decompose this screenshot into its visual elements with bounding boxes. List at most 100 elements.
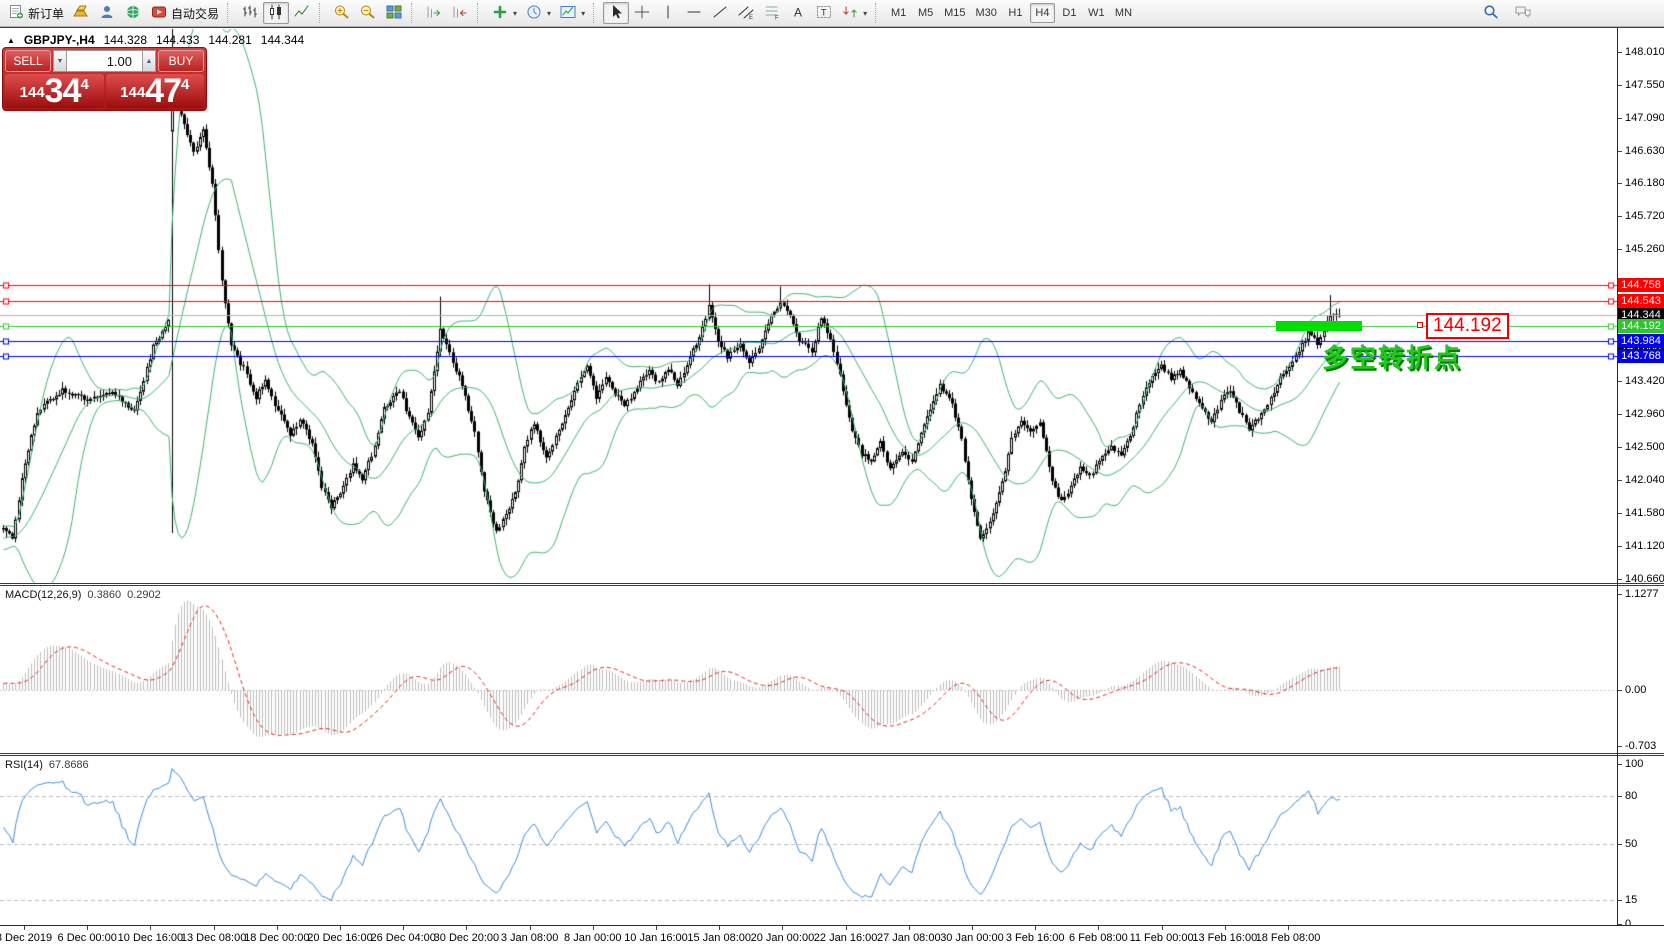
time-axis-tick — [466, 926, 467, 930]
auto-scroll-button[interactable] — [421, 2, 447, 24]
time-axis-label: 6 Dec 00:00 — [57, 932, 117, 944]
chat-button[interactable] — [1510, 2, 1536, 24]
time-axis-label: 18 Dec 00:00 — [244, 932, 310, 944]
price-tick-label: 146.630 — [1618, 145, 1664, 158]
macd-label: MACD(12,26,9) 0.3860 0.2902 — [5, 589, 161, 601]
time-axis-label: 18 Feb 08:00 — [1255, 932, 1321, 944]
timeframe-button-m30[interactable]: M30 — [975, 7, 997, 19]
svg-text:F: F — [775, 15, 779, 20]
timeframe-button-w1[interactable]: W1 — [1088, 7, 1105, 19]
price-tick-label: 141.580 — [1618, 507, 1664, 520]
time-axis-label: 10 Dec 16:00 — [117, 932, 184, 944]
search-button[interactable] — [1478, 2, 1504, 24]
text-button[interactable]: A — [785, 2, 811, 24]
chart-shift-button[interactable] — [447, 2, 473, 24]
new-order-button[interactable]: 新订单 — [3, 2, 68, 24]
trendline-button[interactable] — [707, 2, 733, 24]
autotrade-icon — [150, 4, 168, 23]
svg-text:E: E — [749, 15, 753, 20]
vline-button[interactable] — [655, 2, 681, 24]
community-button[interactable] — [94, 2, 120, 24]
templates-button[interactable]: ▾ — [555, 2, 589, 24]
sell-price-button[interactable]: 144 34 4 — [5, 74, 104, 108]
periods-button[interactable]: ▾ — [521, 2, 555, 24]
price-tick-label: 147.550 — [1618, 79, 1664, 92]
bar-chart-icon — [241, 4, 259, 23]
rsi-tick-label: 80 — [1618, 790, 1664, 803]
line-chart-icon — [293, 4, 311, 23]
zoom-out-button[interactable] — [355, 2, 381, 24]
highlight-rectangle[interactable] — [1276, 320, 1362, 331]
gold-button[interactable] — [68, 2, 94, 24]
volume-increase-button[interactable]: ▲ — [142, 50, 156, 72]
symbol-info: ▲ GBPJPY-,H4 144.328 144.433 144.281 144… — [7, 33, 304, 47]
rsi-label: RSI(14) 67.8686 — [5, 759, 89, 771]
timeframe-button-h4[interactable]: H4 — [1029, 3, 1055, 23]
hline-button[interactable] — [681, 2, 707, 24]
tile-windows-button[interactable] — [381, 2, 407, 24]
buy-price-button[interactable]: 144 47 4 — [105, 74, 204, 108]
candlestick-button[interactable] — [263, 2, 290, 24]
time-axis-tick — [1162, 926, 1163, 930]
buy-button[interactable]: BUY — [158, 50, 204, 72]
price-line-badge: 144.192 — [1618, 318, 1664, 333]
bar-chart-button[interactable] — [237, 2, 263, 24]
collapse-triangle-icon[interactable]: ▲ — [7, 35, 15, 45]
panel-divider[interactable] — [0, 583, 1664, 586]
time-axis-tick — [24, 926, 25, 930]
time-axis[interactable]: 3 Dec 2019 6 Dec 00:00 10 Dec 16:00 13 Dec … — [0, 925, 1664, 950]
ohlc-high: 144.433 — [156, 33, 200, 47]
indicators-icon — [491, 4, 509, 23]
panel-divider[interactable] — [0, 753, 1664, 756]
line-chart-button[interactable] — [289, 2, 315, 24]
timeframe-button-mn[interactable]: MN — [1114, 7, 1133, 19]
time-axis-tick — [214, 926, 215, 930]
market-button[interactable] — [120, 2, 146, 24]
toolbar-separator — [319, 3, 326, 23]
time-axis-tick — [909, 926, 910, 930]
timeframe-button-m1[interactable]: M1 — [890, 7, 907, 19]
timeframe-button-d1[interactable]: D1 — [1062, 7, 1077, 19]
chart-window: ▲ GBPJPY-,H4 144.328 144.433 144.281 144… — [0, 27, 1664, 950]
fibonacci-icon: F — [763, 4, 781, 23]
crosshair-button[interactable] — [629, 2, 655, 24]
turning-point-note[interactable]: 多空转折点 — [1322, 343, 1463, 373]
main-toolbar: 新订单 自动交易 ▾ ▾ ▾ E F A T ▾ M1 M5 M15 M30 H1 H4 D1 W1 MN — [0, 0, 1664, 27]
price-callout-label[interactable]: 144.192 — [1426, 312, 1509, 339]
trendline-icon — [711, 4, 729, 23]
callout-handle[interactable] — [1417, 321, 1423, 328]
indicators-button[interactable]: ▾ — [487, 2, 521, 24]
time-axis-tick — [150, 926, 151, 930]
timeframe-button-m5[interactable]: M5 — [917, 7, 934, 19]
time-axis-tick — [1288, 926, 1289, 930]
sell-button[interactable]: SELL — [5, 50, 51, 72]
vline-icon — [659, 4, 677, 23]
timeframe-button-h1[interactable]: H1 — [1008, 7, 1023, 19]
timeframe-button-m15[interactable]: M15 — [944, 7, 966, 19]
gold-bar-icon — [72, 4, 90, 23]
cursor-button[interactable] — [603, 2, 630, 24]
time-axis-label: 10 Jan 16:00 — [624, 932, 688, 944]
fibonacci-button[interactable]: F — [759, 2, 785, 24]
auto-scroll-icon — [425, 4, 443, 23]
toolbar-separator — [411, 3, 418, 23]
tile-windows-icon — [385, 4, 403, 23]
rsi-tick-label: 15 — [1618, 894, 1664, 907]
macd-panel-canvas[interactable] — [0, 586, 1617, 753]
time-axis-tick — [403, 926, 404, 930]
arrows-button[interactable]: ▾ — [837, 2, 871, 24]
zoom-in-button[interactable] — [329, 2, 355, 24]
volume-input[interactable] — [67, 50, 142, 72]
time-axis-tick — [656, 926, 657, 930]
text-label-button[interactable]: T — [811, 2, 837, 24]
time-axis-label: 20 Dec 16:00 — [307, 932, 373, 944]
rsi-panel-canvas[interactable] — [0, 756, 1617, 925]
auto-trading-button[interactable]: 自动交易 — [146, 2, 223, 24]
channel-button[interactable]: E — [733, 2, 759, 24]
volume-decrease-button[interactable]: ▼ — [53, 50, 67, 72]
clock-icon — [525, 4, 543, 23]
main-chart-canvas[interactable] — [0, 29, 1617, 583]
toolbar-button-label: 自动交易 — [171, 6, 220, 21]
time-axis-label: 26 Dec 04:00 — [370, 932, 436, 944]
